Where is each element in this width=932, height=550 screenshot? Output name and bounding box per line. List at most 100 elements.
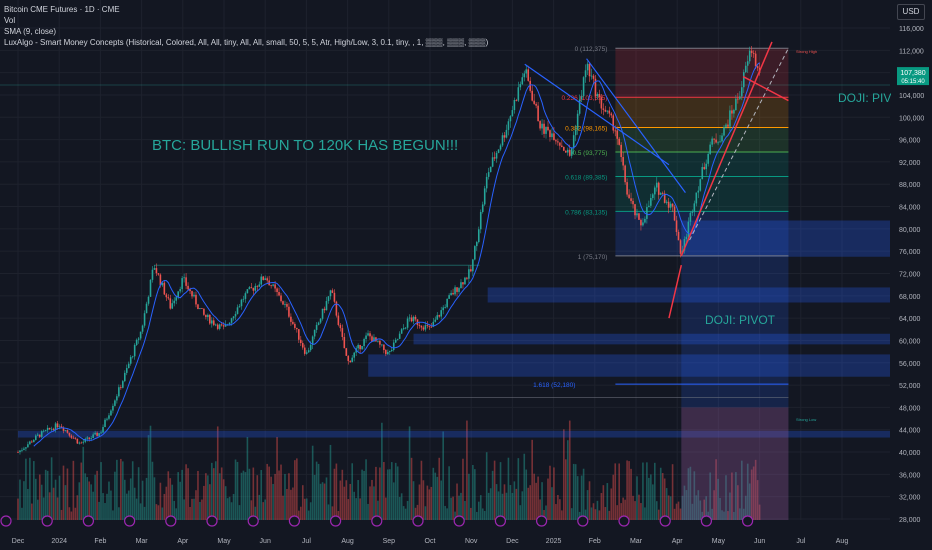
volume-bar (62, 465, 65, 520)
candle-body (525, 69, 528, 74)
legend-luxalgo[interactable]: LuxAlgo - Smart Money Concepts (Historic… (4, 38, 489, 47)
event-marker-icon[interactable] (165, 515, 177, 527)
candle-body (553, 133, 555, 141)
event-marker-icon[interactable] (0, 515, 12, 527)
candle-body (23, 448, 25, 450)
volume-bar (624, 499, 626, 520)
candle-body (272, 284, 274, 286)
candle-body (369, 333, 371, 337)
volume-bar (250, 500, 253, 520)
event-marker-icon[interactable] (453, 515, 465, 527)
volume-bar (452, 496, 454, 520)
candle-body (723, 126, 725, 136)
event-marker-icon[interactable] (535, 515, 548, 527)
y-tick-label: 76,000 (899, 249, 921, 256)
candle-body (616, 130, 619, 139)
volume-bar (742, 508, 745, 520)
candle-body (248, 287, 251, 290)
volume-bar (472, 464, 474, 520)
volume-bar (218, 473, 221, 520)
candle-body (254, 285, 257, 291)
candle-body (665, 201, 668, 203)
candle-body (491, 157, 494, 167)
volume-bar (509, 485, 512, 520)
volume-bar (729, 492, 731, 520)
volume-bar (466, 420, 468, 520)
volume-bar (381, 422, 383, 520)
volume-bar (199, 501, 201, 520)
candle-body (434, 319, 437, 322)
candle-body (697, 190, 700, 193)
candle-body (197, 304, 199, 310)
candle-body (62, 427, 65, 431)
legend-sma[interactable]: SMA (9, close) (4, 27, 57, 36)
y-tick-label: 28,000 (899, 517, 921, 524)
legend-title[interactable]: Bitcoin CME Futures · 1D · CME (4, 5, 120, 14)
candle-body (218, 324, 221, 329)
candle-body (205, 314, 207, 318)
event-marker-icon[interactable] (41, 515, 53, 527)
event-marker-icon[interactable] (412, 515, 424, 527)
candle-body (319, 318, 322, 323)
order-block-zone (681, 220, 890, 257)
event-marker-icon[interactable] (82, 515, 95, 527)
event-marker-icon[interactable] (659, 515, 671, 527)
volume-bar (361, 469, 363, 520)
candle-body (120, 387, 122, 389)
volume-bar (642, 462, 644, 520)
candle-body (282, 301, 284, 305)
candle-body (96, 432, 98, 436)
volume-bar (511, 492, 514, 520)
candle-body (689, 212, 692, 222)
currency-button[interactable]: USD (897, 4, 925, 20)
volume-bar (203, 485, 205, 520)
event-marker-icon[interactable] (206, 515, 218, 527)
volume-bar (118, 507, 120, 520)
volume-bar (503, 484, 506, 520)
candle-body (42, 430, 45, 432)
event-marker-icon[interactable] (618, 515, 630, 527)
fib-band (615, 48, 789, 98)
candle-body (31, 441, 33, 443)
volume-bar (479, 495, 482, 520)
volume-bar (270, 476, 272, 520)
candle-body (626, 182, 628, 195)
legend-volume[interactable]: Vol (4, 16, 16, 25)
candle-body (659, 192, 662, 195)
candle-body (470, 269, 472, 272)
candle-body (54, 423, 57, 430)
candle-body (476, 242, 478, 247)
event-marker-icon[interactable] (700, 515, 713, 527)
event-marker-icon[interactable] (247, 515, 259, 527)
volume-bars (17, 420, 761, 520)
event-marker-icon[interactable] (330, 515, 342, 527)
event-marker-icon[interactable] (124, 515, 136, 527)
candle-body (695, 192, 698, 204)
candle-body (515, 100, 518, 101)
event-marker-icon[interactable] (288, 515, 300, 527)
candle-body (677, 231, 680, 241)
event-marker-icon[interactable] (494, 515, 506, 527)
event-marker-icon[interactable] (741, 515, 754, 527)
candle-body (315, 324, 318, 330)
volume-bar (149, 425, 152, 520)
volume-bar (31, 503, 33, 520)
event-marker-icon[interactable] (371, 515, 383, 527)
volume-bar (256, 475, 259, 520)
volume-bar (572, 463, 575, 520)
volume-bar (84, 473, 87, 520)
event-marker-icon[interactable] (577, 515, 589, 527)
event-markers[interactable] (0, 515, 754, 527)
volume-bar (46, 470, 49, 520)
candle-body (653, 187, 656, 195)
volume-bar (331, 506, 334, 520)
candle-body (487, 172, 490, 177)
candle-body (509, 116, 512, 122)
candle-body (179, 289, 181, 292)
candle-body (303, 347, 306, 354)
candle-body (424, 325, 427, 330)
volume-bar (171, 484, 174, 520)
volume-bar (529, 485, 531, 520)
candle-body (110, 410, 112, 416)
